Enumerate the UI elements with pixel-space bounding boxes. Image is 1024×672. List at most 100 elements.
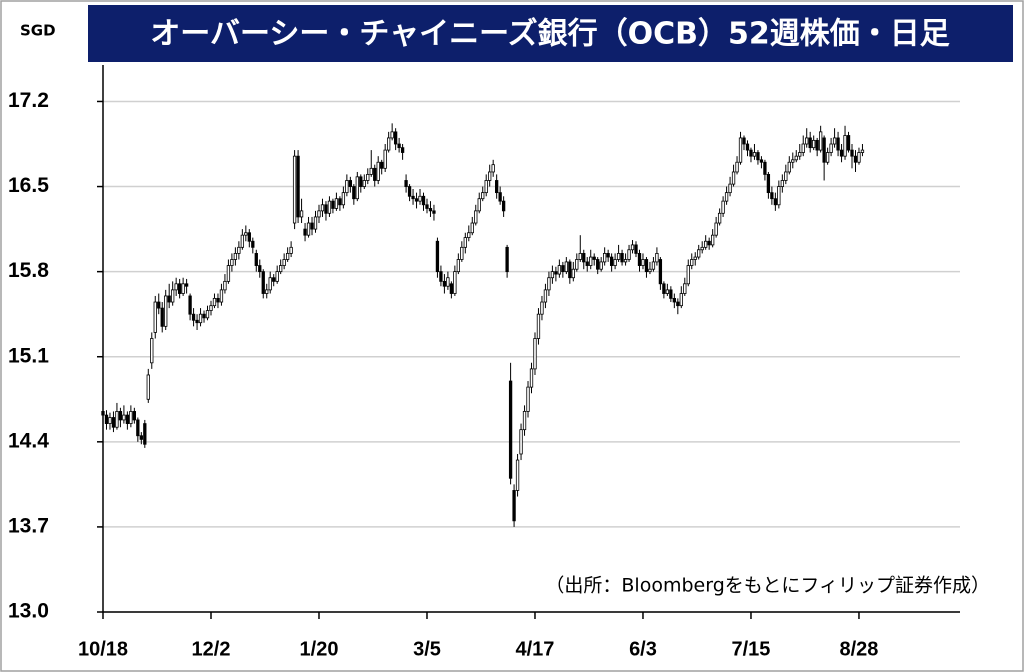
- candle-body: [254, 253, 258, 266]
- candle-body: [658, 259, 663, 285]
- candle-body: [630, 244, 635, 251]
- candle-body: [738, 137, 743, 163]
- candle-body: [212, 297, 217, 307]
- y-tick-label: 15.1: [8, 344, 49, 367]
- candle-body: [442, 280, 447, 287]
- candle-body: [812, 139, 816, 149]
- candle-body: [777, 186, 781, 206]
- candle-body: [435, 240, 440, 273]
- x-tick-label: 12/2: [192, 638, 231, 660]
- candle-body: [759, 159, 764, 163]
- candle-body: [637, 253, 642, 266]
- x-tick-label: 1/20: [300, 638, 339, 660]
- candle-body: [425, 204, 429, 209]
- candle-body: [226, 265, 231, 282]
- candle-body: [477, 198, 481, 212]
- candle-body: [798, 152, 802, 157]
- candle-body: [129, 411, 133, 424]
- candle-body: [728, 183, 732, 194]
- candle-body: [380, 161, 384, 169]
- candle-body: [404, 180, 408, 187]
- candle-body: [690, 259, 694, 266]
- candle-body: [324, 204, 328, 214]
- candle-body: [853, 155, 858, 163]
- candle-body: [373, 167, 377, 181]
- candle-body: [522, 411, 527, 431]
- candle-body: [174, 283, 178, 291]
- source-note: （出所：Bloombergをもとにフィリップ証券作成）: [545, 575, 990, 597]
- candle-body: [495, 180, 499, 194]
- candle-body: [369, 167, 373, 175]
- candle-body: [366, 173, 370, 181]
- candle-body: [704, 240, 708, 248]
- candle-body: [439, 271, 443, 282]
- candle-body: [355, 176, 359, 200]
- candle-body: [596, 259, 600, 270]
- candle-body: [808, 137, 812, 149]
- candle-body: [449, 283, 454, 294]
- candle-body: [407, 186, 412, 197]
- candle-body: [815, 139, 819, 151]
- candle-body: [839, 149, 844, 157]
- candle-body: [606, 253, 610, 258]
- candle-body: [655, 253, 659, 263]
- candle-body: [693, 256, 697, 260]
- candle-body: [261, 271, 265, 294]
- candle-body: [575, 259, 579, 270]
- candle-body: [282, 259, 286, 266]
- candle-body: [512, 490, 516, 522]
- candle-body: [306, 222, 311, 236]
- candle-body: [198, 313, 203, 324]
- candle-body: [599, 261, 603, 270]
- candle-body: [474, 210, 478, 224]
- candle-body: [181, 283, 185, 294]
- candle-body: [167, 295, 171, 303]
- candle-body: [634, 244, 638, 254]
- candle-body: [519, 429, 523, 455]
- candle-body: [275, 271, 279, 282]
- candle-body: [108, 417, 112, 424]
- candle-body: [279, 265, 283, 273]
- candle-body: [470, 222, 474, 234]
- candle-body: [554, 271, 558, 275]
- candle-body: [376, 161, 380, 181]
- candle-body: [268, 277, 272, 291]
- candle-body: [418, 195, 422, 202]
- candle-body: [568, 261, 572, 279]
- candle-body: [453, 271, 457, 294]
- candle-body: [122, 414, 126, 421]
- candle-body: [393, 131, 398, 145]
- candle-body: [171, 289, 175, 303]
- candle-body: [184, 283, 189, 287]
- candle-body: [515, 459, 520, 491]
- candle-body: [400, 147, 405, 153]
- candle-body: [258, 265, 262, 273]
- candle-body: [421, 195, 426, 206]
- candle-body: [561, 265, 565, 273]
- candle-body: [296, 155, 300, 218]
- candle-body: [348, 180, 352, 187]
- candle-body: [850, 149, 854, 157]
- candle-body: [265, 289, 269, 294]
- candle-body: [467, 232, 471, 239]
- candle-body: [505, 246, 509, 273]
- candle-body: [662, 283, 666, 294]
- candle-body: [216, 297, 220, 303]
- candle-body: [832, 137, 837, 145]
- candle-body: [533, 338, 537, 370]
- candle-body: [240, 234, 245, 248]
- candle-body: [272, 277, 276, 282]
- candle-body: [432, 210, 436, 214]
- candle-body: [390, 131, 394, 139]
- candle-body: [780, 180, 784, 187]
- y-tick-label: 15.8: [8, 259, 49, 282]
- candle-body: [648, 268, 652, 273]
- y-tick-label: 13.0: [8, 600, 49, 623]
- title-banner: [88, 5, 1013, 62]
- candle-body: [317, 210, 321, 218]
- candle-body: [683, 283, 687, 294]
- candle-body: [143, 423, 147, 445]
- candle-body: [508, 380, 513, 479]
- candle-body: [313, 216, 318, 230]
